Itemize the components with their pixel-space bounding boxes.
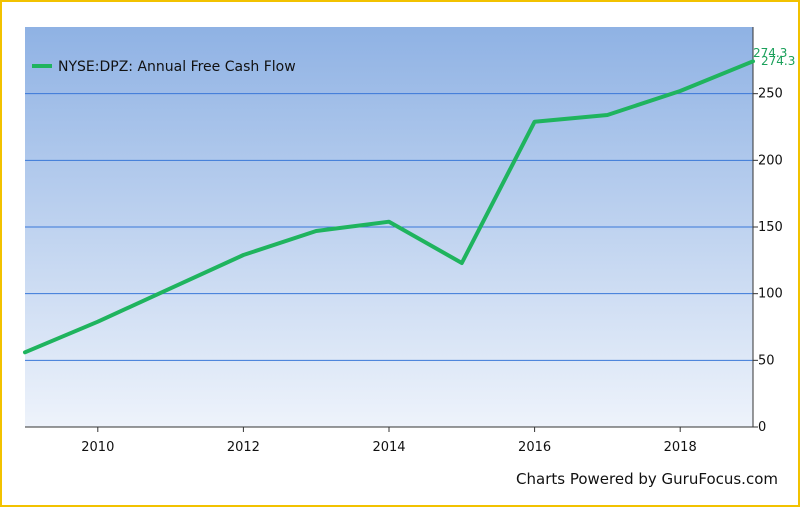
y-tick-label: 250 [758, 87, 783, 102]
end-value-label: 274.3 [761, 54, 795, 68]
y-tick-label: 150 [758, 220, 783, 235]
x-tick-label: 2018 [664, 440, 697, 455]
legend: NYSE:DPZ: Annual Free Cash Flow [32, 59, 296, 75]
end-value-label: 274.3 [753, 46, 787, 60]
chart-credit: Charts Powered by GuruFocus.com [516, 470, 778, 488]
x-tick-label: 2016 [518, 440, 551, 455]
y-tick-label: 50 [758, 353, 775, 368]
x-tick-label: 2012 [227, 440, 260, 455]
y-tick-label: 200 [758, 153, 783, 168]
y-tick-label: 0 [758, 420, 766, 435]
series-line [23, 59, 755, 355]
axes: 0 50 100 150 200 250 2010 2012 2014 2016 2018 [25, 27, 783, 455]
gridlines [25, 93, 753, 428]
x-tick-label: 2010 [81, 440, 114, 455]
y-tick-label: 100 [758, 287, 783, 302]
legend-label: NYSE:DPZ: Annual Free Cash Flow [58, 59, 296, 75]
x-tick-label: 2014 [372, 440, 405, 455]
series-layer [23, 59, 755, 355]
